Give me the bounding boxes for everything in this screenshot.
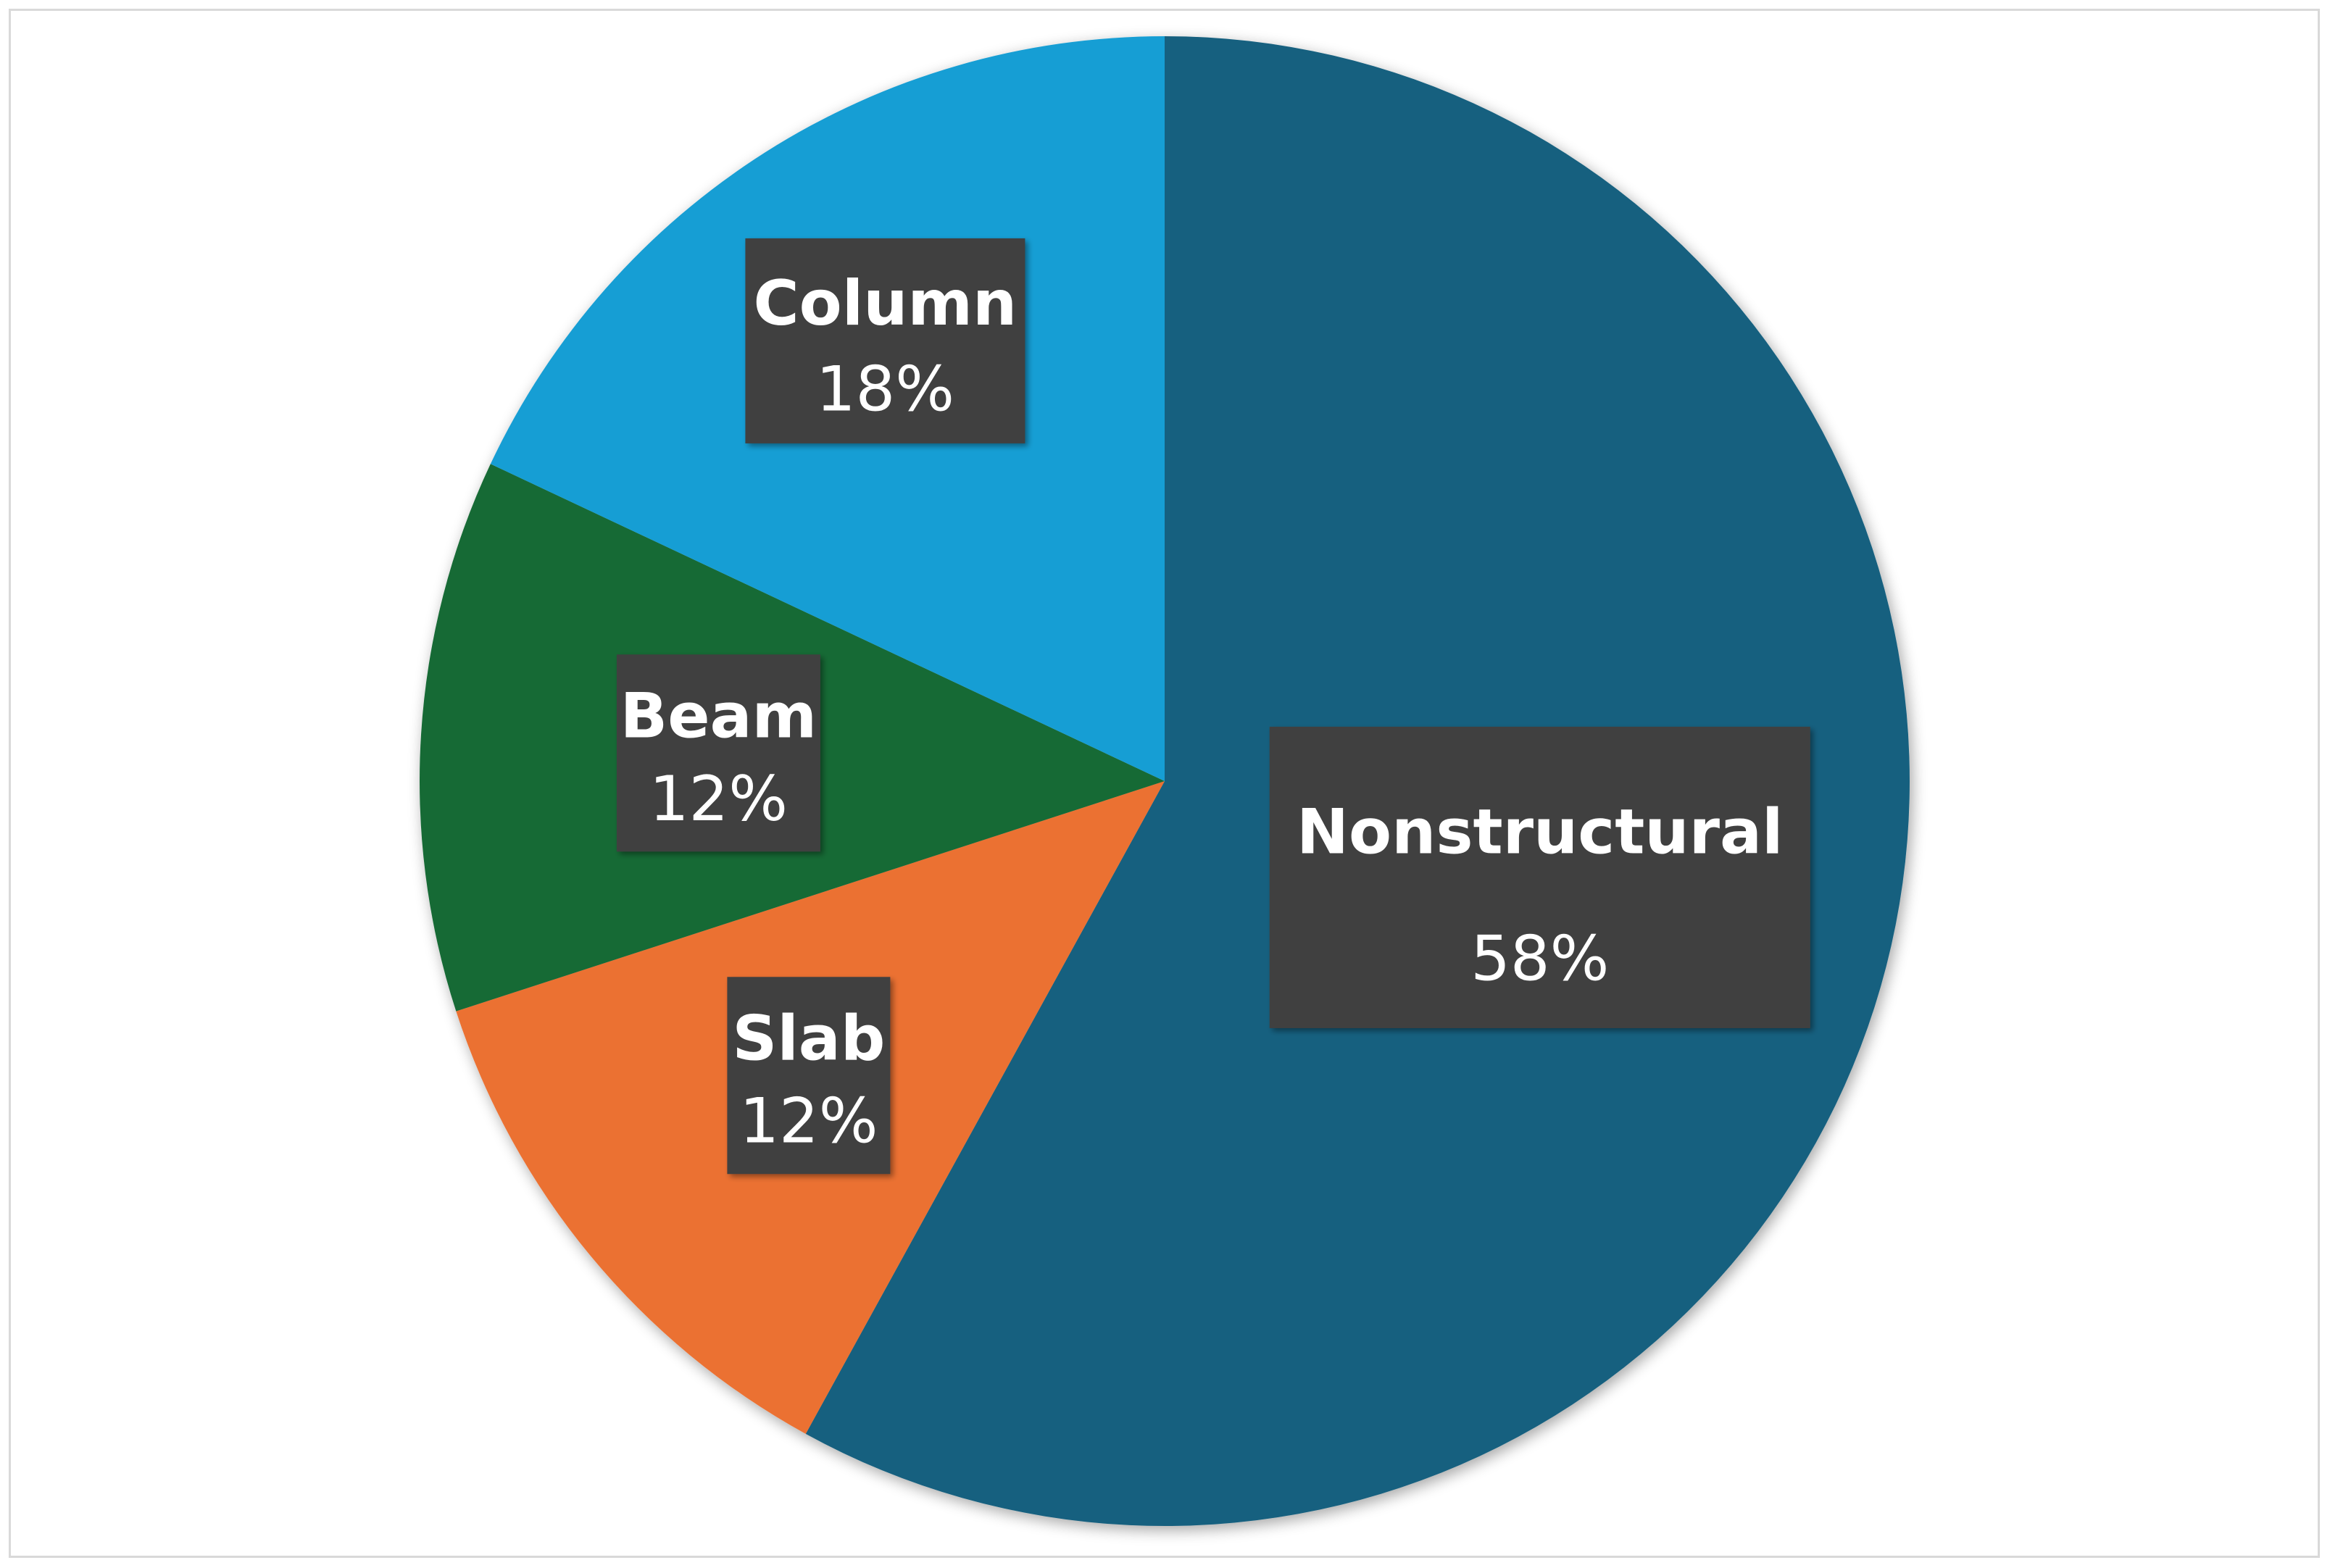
data-label-box: [616, 654, 820, 852]
data-label-percent: 58%: [1470, 922, 1609, 995]
data-label-percent: 12%: [739, 1085, 878, 1158]
data-label-percent: 18%: [816, 354, 954, 426]
data-label-category: Column: [754, 267, 1018, 340]
pie-data-labels: Nonstructural 58% Slab 12% Beam 12% Column 18%: [616, 238, 1810, 1175]
data-label-category: Beam: [620, 680, 817, 753]
data-label-category: Slab: [732, 1003, 885, 1075]
data-label-box: [745, 238, 1025, 443]
data-label-nonstructural: Nonstructural 58%: [1269, 726, 1810, 1028]
data-label-slab: Slab 12%: [727, 977, 891, 1175]
data-label-box: [727, 977, 891, 1175]
data-label-percent: 12%: [649, 763, 788, 835]
data-label-box: [1269, 726, 1810, 1028]
data-label-beam: Beam 12%: [616, 654, 820, 852]
data-label-category: Nonstructural: [1297, 796, 1783, 869]
data-label-column: Column 18%: [745, 238, 1025, 443]
